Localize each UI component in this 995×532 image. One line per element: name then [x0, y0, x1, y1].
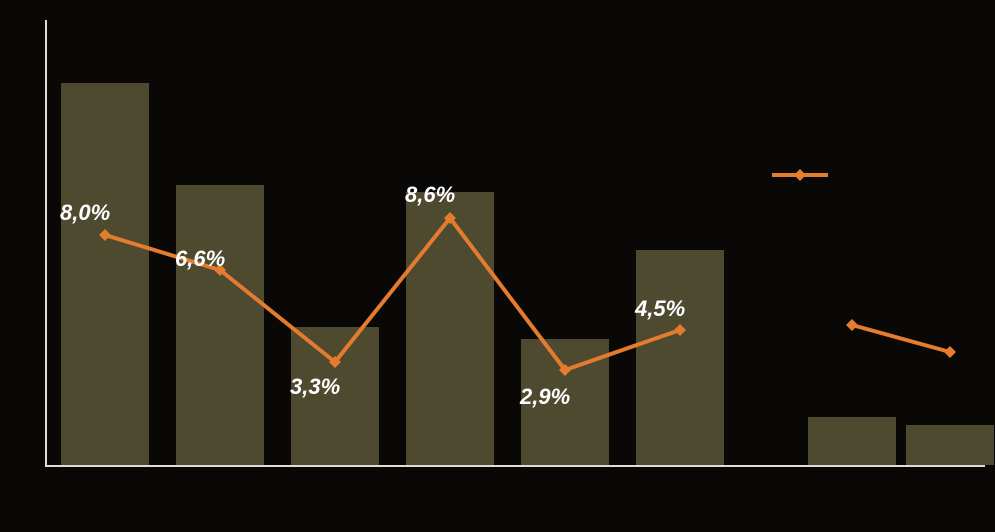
bar-1	[176, 185, 264, 465]
data-label-5: 4,5%	[635, 296, 685, 322]
bar-6	[808, 417, 896, 465]
legend-marker-icon	[794, 169, 806, 181]
y-axis	[45, 20, 47, 467]
line-segment-1	[852, 325, 950, 352]
data-label-3: 8,6%	[405, 182, 455, 208]
line-marker-1-1	[944, 346, 956, 358]
data-label-2: 3,3%	[290, 374, 340, 400]
combo-chart: 8,0% 6,6% 3,3% 8,6% 2,9% 4,5%	[0, 0, 995, 532]
bar-0	[61, 83, 149, 465]
data-label-1: 6,6%	[175, 246, 225, 272]
line-marker-1-0	[846, 319, 858, 331]
bar-7	[906, 425, 994, 465]
data-label-0: 8,0%	[60, 200, 110, 226]
data-label-4: 2,9%	[520, 384, 570, 410]
bar-3	[406, 192, 494, 465]
bar-5	[636, 250, 724, 465]
x-axis	[45, 465, 985, 467]
